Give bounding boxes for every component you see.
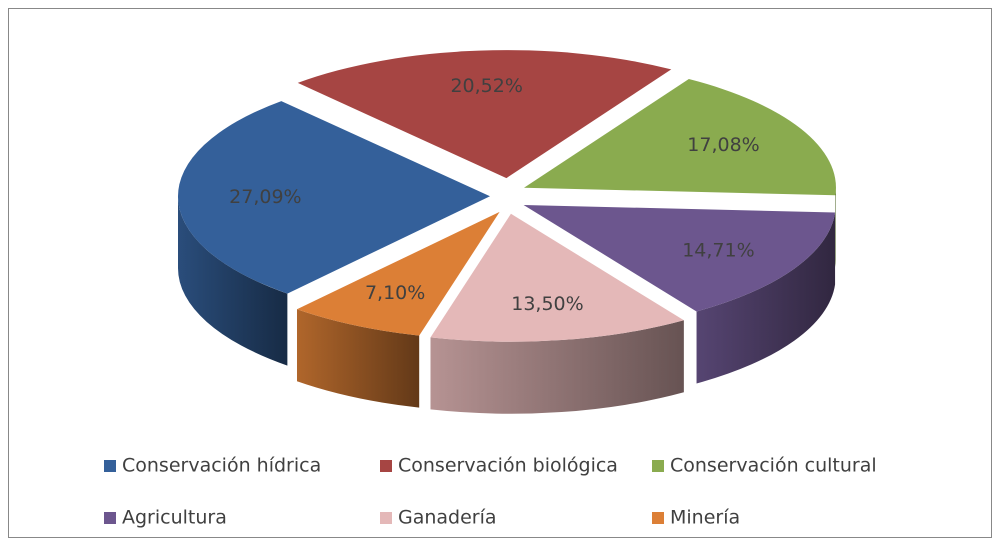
- data-label: 20,52%: [450, 75, 522, 97]
- data-label: 7,10%: [365, 282, 425, 304]
- slice-side: [178, 196, 288, 366]
- slice: [523, 79, 836, 196]
- data-label: 14,71%: [682, 239, 754, 261]
- legend-label: Conservación biológica: [398, 455, 618, 477]
- slice-side: [296, 309, 420, 408]
- slice-side: [835, 187, 836, 268]
- legend-swatch: [380, 512, 392, 524]
- slice: [430, 213, 684, 342]
- data-label: 13,50%: [511, 293, 583, 315]
- slice: [523, 204, 836, 312]
- legend-swatch: [104, 460, 116, 472]
- legend-swatch: [652, 512, 664, 524]
- data-label: 17,08%: [687, 134, 759, 156]
- slice-side: [430, 320, 684, 414]
- data-label: 27,09%: [229, 186, 301, 208]
- legend-label: Conservación cultural: [670, 455, 877, 477]
- legend-swatch: [104, 512, 116, 524]
- legend-label: Ganadería: [398, 507, 497, 529]
- legend-label: Conservación hídrica: [122, 455, 321, 477]
- slice: [296, 211, 500, 336]
- slice: [178, 101, 491, 294]
- legend-label: Agricultura: [122, 507, 227, 529]
- slice-side: [696, 212, 836, 384]
- legend-swatch: [652, 460, 664, 472]
- slice: [297, 50, 672, 179]
- legend-swatch: [380, 460, 392, 472]
- legend-label: Minería: [670, 507, 740, 529]
